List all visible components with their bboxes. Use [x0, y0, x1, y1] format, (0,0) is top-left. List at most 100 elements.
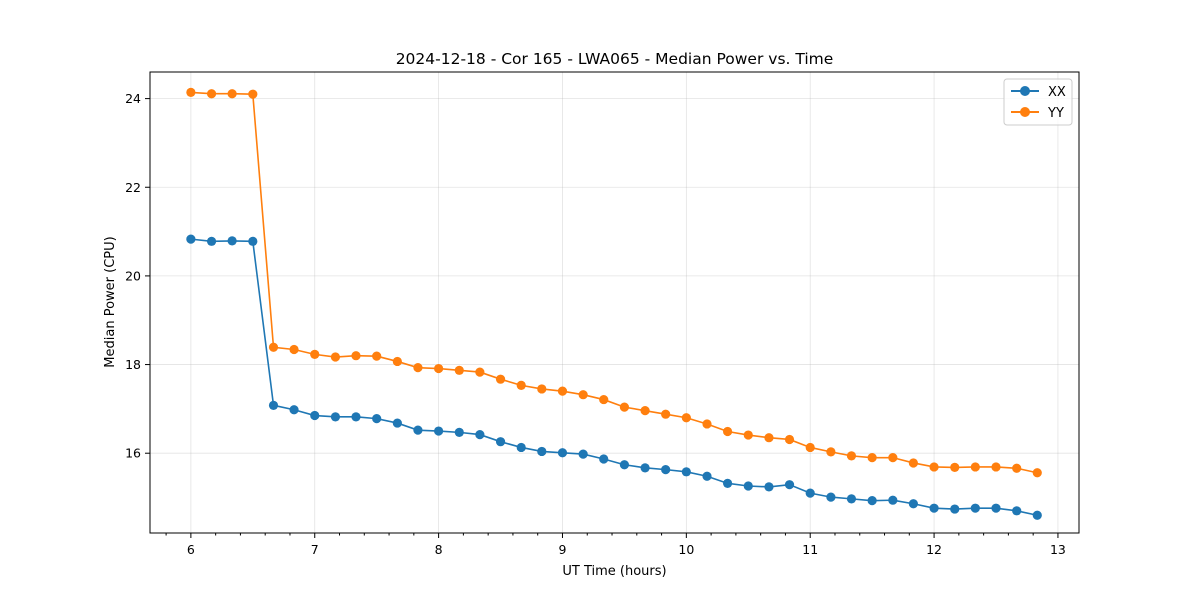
data-point-yy [784, 434, 795, 445]
x-tick-label: 13 [1050, 542, 1066, 557]
data-point-xx [186, 234, 196, 244]
data-point-xx [351, 412, 361, 422]
data-point-xx [784, 480, 795, 490]
x-axis-label: UT Time (hours) [562, 564, 666, 579]
data-point-xx [661, 465, 671, 475]
data-point-yy [805, 442, 815, 453]
x-tick-label: 9 [558, 542, 566, 557]
data-point-xx [1032, 510, 1042, 520]
data-point-xx [970, 503, 980, 513]
grid-layer [150, 72, 1079, 533]
data-point-yy [764, 433, 774, 443]
data-point-xx [599, 454, 609, 464]
data-point-xx [681, 467, 691, 477]
data-point-xx [743, 481, 753, 491]
data-point-yy [516, 380, 526, 390]
data-point-yy [826, 447, 836, 457]
data-point-xx [1012, 506, 1022, 516]
data-point-xx [537, 446, 547, 457]
data-point-xx [846, 494, 857, 504]
data-point-yy [351, 351, 361, 361]
data-point-xx [578, 449, 588, 459]
data-point-yy [702, 419, 712, 429]
data-point-yy [413, 363, 423, 373]
data-point-yy [372, 351, 382, 361]
y-axis-label: Median Power (CPU) [103, 236, 118, 367]
legend-label-xx: XX [1048, 85, 1066, 100]
data-point-xx [805, 488, 815, 498]
data-point-xx [495, 437, 506, 447]
data-point-yy [950, 462, 960, 472]
data-point-yy [970, 462, 980, 472]
data-point-yy [1032, 468, 1042, 478]
data-point-yy [330, 352, 341, 362]
data-point-yy [1012, 463, 1022, 473]
y-tick-label: 18 [125, 357, 141, 372]
chart-title: 2024-12-18 - Cor 165 - LWA065 - Median P… [396, 50, 834, 68]
data-point-xx [206, 236, 217, 246]
data-point-xx [268, 400, 279, 410]
y-tick-label: 16 [125, 446, 141, 461]
data-point-yy [537, 384, 547, 394]
data-point-xx [475, 429, 485, 440]
data-point-yy [599, 394, 609, 405]
data-point-yy [661, 409, 671, 419]
data-point-yy [475, 367, 485, 377]
x-tick-label: 11 [802, 542, 818, 557]
data-point-yy [289, 344, 299, 355]
y-tick-label: 20 [125, 268, 141, 283]
data-point-yy [310, 349, 320, 359]
x-tick-label: 10 [678, 542, 694, 557]
series-line-xx [190, 238, 1038, 517]
legend-label-yy: YY [1047, 106, 1064, 121]
data-point-xx [826, 492, 836, 502]
data-point-yy [206, 89, 217, 99]
data-point-xx [516, 442, 526, 453]
data-point-xx [454, 427, 464, 437]
data-point-xx [434, 426, 444, 436]
data-point-yy [186, 87, 196, 97]
data-point-xx [227, 236, 237, 246]
data-point-xx [908, 499, 918, 509]
data-point-xx [888, 495, 898, 505]
data-point-xx [372, 414, 382, 424]
data-point-yy [846, 451, 857, 461]
axis-layer: 6 7 8 9 10 11 12 13 16 18 20 22 24 [125, 91, 1066, 557]
data-point-xx [310, 410, 320, 421]
plot-frame [149, 71, 1080, 534]
data-point-xx [950, 504, 960, 514]
data-point-yy [619, 402, 630, 412]
data-point-yy [268, 342, 279, 352]
data-point-xx [248, 236, 258, 246]
data-point-yy [908, 458, 918, 468]
x-tick-label: 12 [926, 542, 942, 557]
data-point-xx [330, 412, 341, 422]
data-point-xx [413, 425, 423, 435]
data-point-yy [888, 453, 898, 463]
data-point-yy [991, 462, 1001, 472]
x-tick-label: 6 [187, 542, 195, 557]
data-point-xx [867, 496, 877, 506]
y-tick-label: 22 [125, 180, 141, 195]
data-point-xx [640, 463, 650, 473]
data-point-yy [495, 374, 506, 384]
data-point-xx [392, 418, 402, 428]
data-point-yy [392, 356, 402, 367]
data-point-xx [991, 503, 1001, 513]
series-layer [186, 87, 1042, 520]
data-point-yy [722, 426, 733, 437]
data-point-yy [867, 453, 877, 463]
data-point-yy [578, 390, 588, 400]
data-point-xx [929, 503, 939, 513]
x-tick-label: 7 [311, 542, 319, 557]
y-tick-label: 24 [125, 91, 141, 106]
data-point-yy [743, 430, 753, 440]
data-point-yy [248, 89, 258, 99]
legend: XX YY [1003, 78, 1073, 126]
x-tick-label: 8 [435, 542, 443, 557]
legend-marker-xx [1020, 86, 1030, 96]
data-point-xx [557, 448, 568, 458]
data-point-xx [702, 471, 712, 481]
data-point-yy [434, 363, 444, 374]
